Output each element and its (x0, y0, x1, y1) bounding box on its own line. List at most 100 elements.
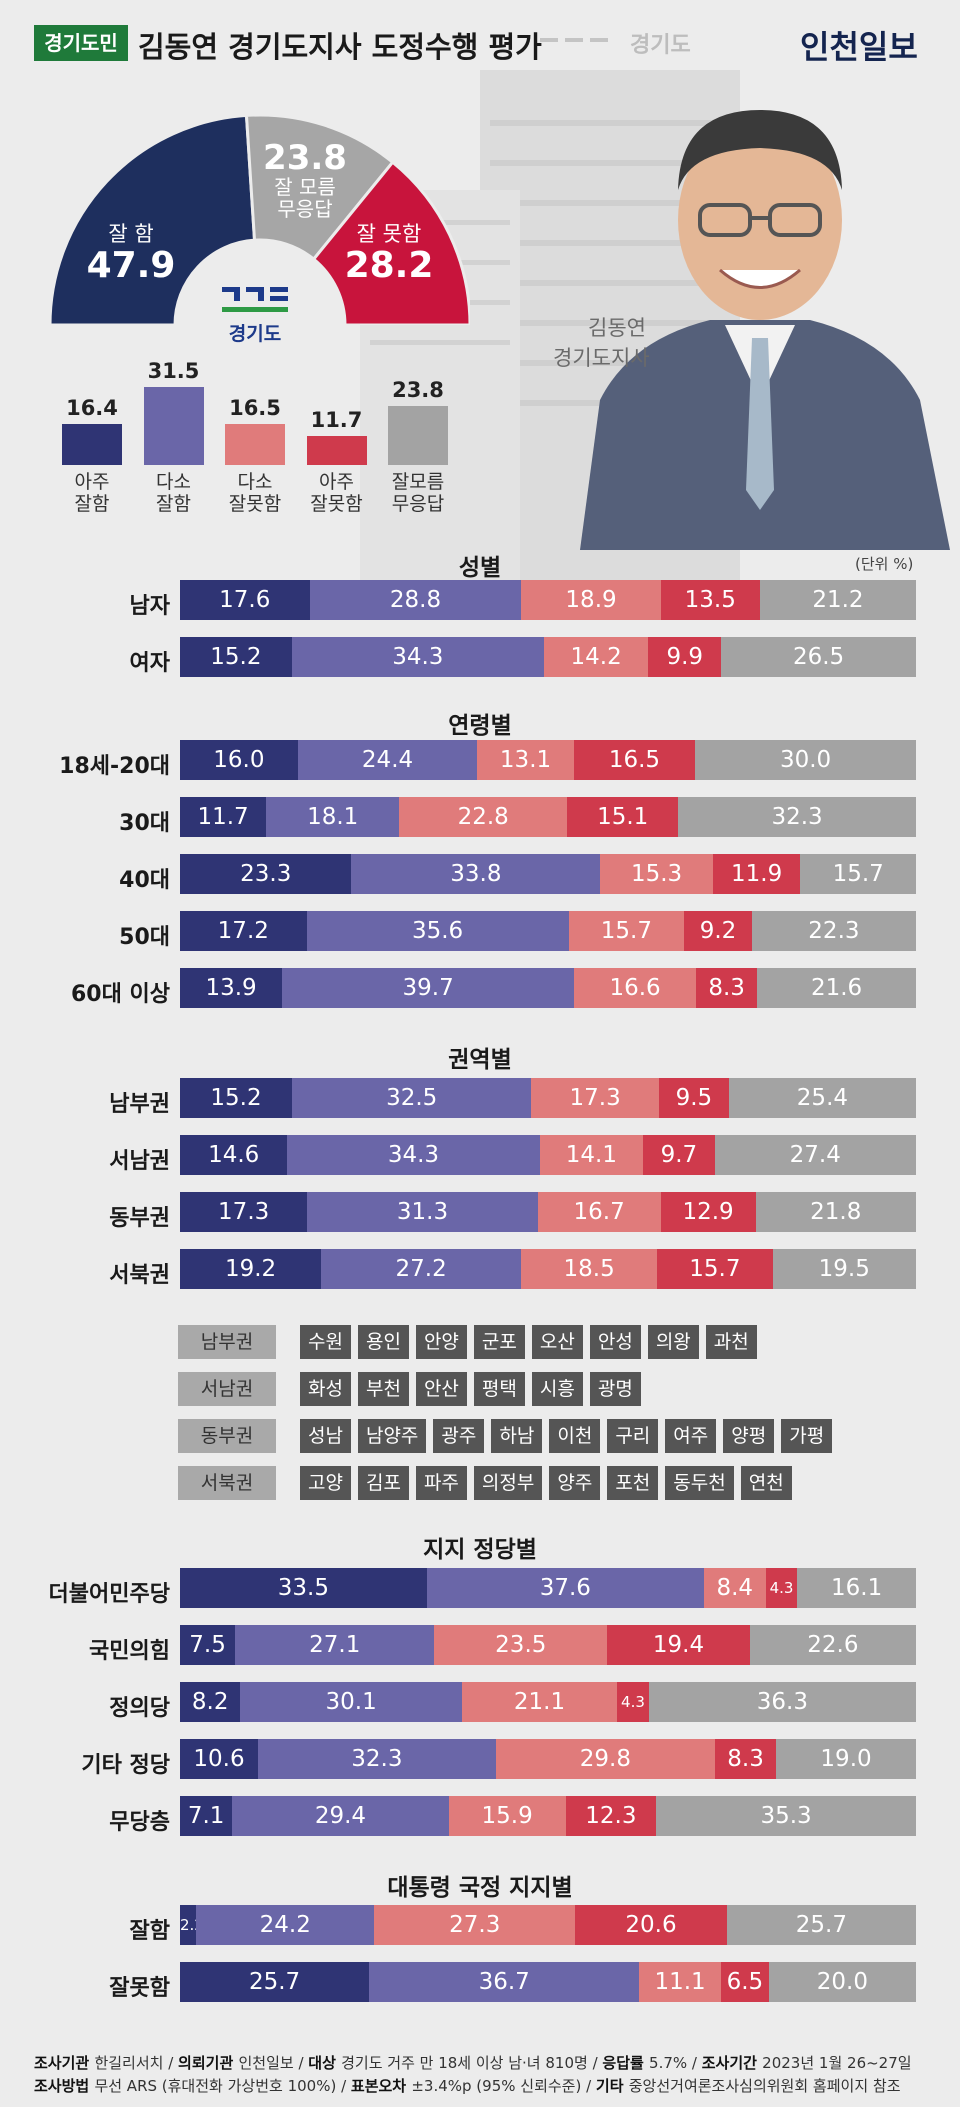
bar-segment: 24.4 (297, 740, 478, 780)
stacked-bar: 33.5 37.6 8.4 4.3 16.1 (180, 1568, 916, 1608)
region-city: 성남 (300, 1419, 351, 1453)
footer-separator: / (293, 2054, 309, 2072)
bar-segment: 27.2 (321, 1249, 522, 1289)
bar-segment: 26.5 (721, 637, 916, 677)
category-tag: 경기도민 (34, 25, 128, 61)
row-label: 남자 (129, 594, 170, 619)
mini-bar-value: 23.8 (392, 378, 444, 403)
bar-segment: 35.3 (656, 1796, 916, 1836)
stacked-bar: 11.7 18.1 22.8 15.1 32.3 (180, 797, 916, 837)
bar-segment: 14.6 (180, 1135, 288, 1175)
bar-segment: 19.2 (180, 1249, 322, 1289)
bar-segment: 4.3 (617, 1682, 649, 1722)
bar-segment: 15.2 (180, 637, 292, 677)
region-spacer (283, 1325, 293, 1359)
bar-segment: 7.1 (180, 1796, 233, 1836)
row-label: 동부권 (109, 1206, 170, 1231)
bar-segment: 32.3 (678, 797, 916, 837)
footer-line-1: 조사기관 한길리서치 / 의뢰기관 인천일보 / 대상 경기도 거주 만 18세… (34, 2052, 912, 2073)
bar-segment: 34.3 (287, 1135, 540, 1175)
bar-segment: 15.7 (800, 854, 916, 894)
mini-bar (225, 424, 285, 465)
region-city: 오산 (531, 1325, 583, 1359)
mini-bar (62, 424, 122, 465)
footer-key: 조사기간 (701, 2054, 763, 2072)
bar-segment: 29.8 (495, 1739, 716, 1779)
bar-segment: 27.3 (374, 1905, 576, 1945)
mini-bar-label-line: 잘못함 (228, 493, 282, 515)
stacked-bar: 13.9 39.7 16.6 8.3 21.6 (180, 968, 916, 1008)
bar-segment: 16.7 (537, 1192, 661, 1232)
region-name: 서남권 (178, 1372, 276, 1406)
bar-segment: 25.7 (726, 1905, 916, 1945)
footer-key: 조사기관 (34, 2054, 95, 2072)
mini-bar-value: 16.4 (66, 396, 118, 421)
bar-segment: 2.2 (180, 1905, 197, 1945)
row-label: 무당층 (109, 1810, 170, 1835)
bar-segment: 7.5 (180, 1625, 236, 1665)
bar-segment: 25.7 (180, 1962, 370, 2002)
breakdown-bar-chart: 16.4 아주 잘함 31.5 다소 잘함 16.5 다소 잘못함 11.7 아주 잘못함 23.8 잘모… (50, 359, 470, 535)
bar-segment: 19.0 (776, 1739, 916, 1779)
bar-segment: 32.5 (291, 1078, 532, 1118)
region-city: 의왕 (647, 1325, 699, 1359)
region-city: 군포 (473, 1325, 525, 1359)
bar-segment: 34.3 (291, 637, 544, 677)
bar-segment: 9.2 (684, 911, 752, 951)
footer-value: ±3.4%p (95% 신뢰수준) (411, 2077, 582, 2095)
region-city: 포천 (607, 1466, 659, 1500)
bar-segment: 15.7 (657, 1249, 773, 1289)
mini-bar-label-line: 무응답 (391, 493, 445, 515)
mini-bar-label-line: 잘함 (156, 493, 191, 515)
footer-separator: / (163, 2054, 179, 2072)
gauge-good-label: 잘 함 47.9 (76, 222, 186, 286)
gyeonggi-logo-text: 경기도 (228, 323, 282, 345)
bar-segment: 16.5 (573, 740, 696, 780)
mini-bar-label: 아주 잘못함 (297, 471, 377, 515)
bar-segment: 19.4 (607, 1625, 750, 1665)
region-city: 용인 (357, 1325, 409, 1359)
gyeonggi-logo-icon (222, 287, 288, 312)
bar-segment: 9.9 (648, 637, 722, 677)
bar-segment: 35.6 (306, 911, 569, 951)
row-label: 60대 이상 (71, 982, 170, 1007)
portrait-image (580, 110, 950, 550)
stacked-bar: 2.224.227.320.625.7 (180, 1905, 916, 1945)
mini-bar-label: 아주 잘함 (52, 471, 132, 515)
region-city: 여주 (665, 1419, 717, 1453)
bar-segment: 36.7 (369, 1962, 640, 2002)
region-row: 서남권 화성 부천 안산 평택 시흥 광명 (178, 1372, 641, 1406)
bar-segment: 13.1 (477, 740, 574, 780)
bar-segment: 11.9 (712, 854, 801, 894)
bar-segment: 32.3 (258, 1739, 496, 1779)
bar-segment: 12.3 (565, 1796, 657, 1836)
bar-segment: 9.7 (643, 1135, 715, 1175)
bar-segment: 8.3 (715, 1739, 777, 1779)
bar-segment: 21.1 (461, 1682, 618, 1722)
mini-bar-label-line: 다소 (156, 471, 191, 493)
bar-segment: 20.0 (768, 1962, 916, 2002)
gauge-bad-text: 잘 못함 (356, 222, 422, 246)
bar-segment: 14.2 (543, 637, 649, 677)
section-title: 연령별 (448, 713, 512, 739)
footer-key: 대상 (308, 2054, 342, 2072)
mini-bar-value: 31.5 (147, 359, 200, 383)
region-city: 김포 (357, 1466, 409, 1500)
footer-value: 경기도 거주 만 18세 이상 남·녀 810명 (341, 2054, 588, 2072)
region-city: 양주 (549, 1466, 601, 1500)
footer-separator: / (587, 2054, 603, 2072)
region-city: 시흥 (531, 1372, 583, 1406)
region-row: 남부권 수원 용인 안양 군포 오산 안성 의왕 과천 (178, 1325, 757, 1359)
row-label: 남부권 (109, 1092, 170, 1117)
footer-separator: / (687, 2054, 702, 2072)
bar-segment: 30.1 (240, 1682, 462, 1722)
stacked-bar: 10.6 32.3 29.8 8.3 19.0 (180, 1739, 916, 1779)
region-city: 광주 (433, 1419, 485, 1453)
row-label: 더불어민주당 (48, 1582, 170, 1607)
row-label: 서남권 (109, 1149, 170, 1174)
bar-segment: 4.3 (765, 1568, 798, 1608)
footer-key: 응답률 (602, 2054, 650, 2072)
mini-bar-label: 잘모름 무응답 (378, 471, 458, 515)
bar-segment: 13.9 (180, 968, 283, 1008)
bar-segment: 27.1 (235, 1625, 435, 1665)
